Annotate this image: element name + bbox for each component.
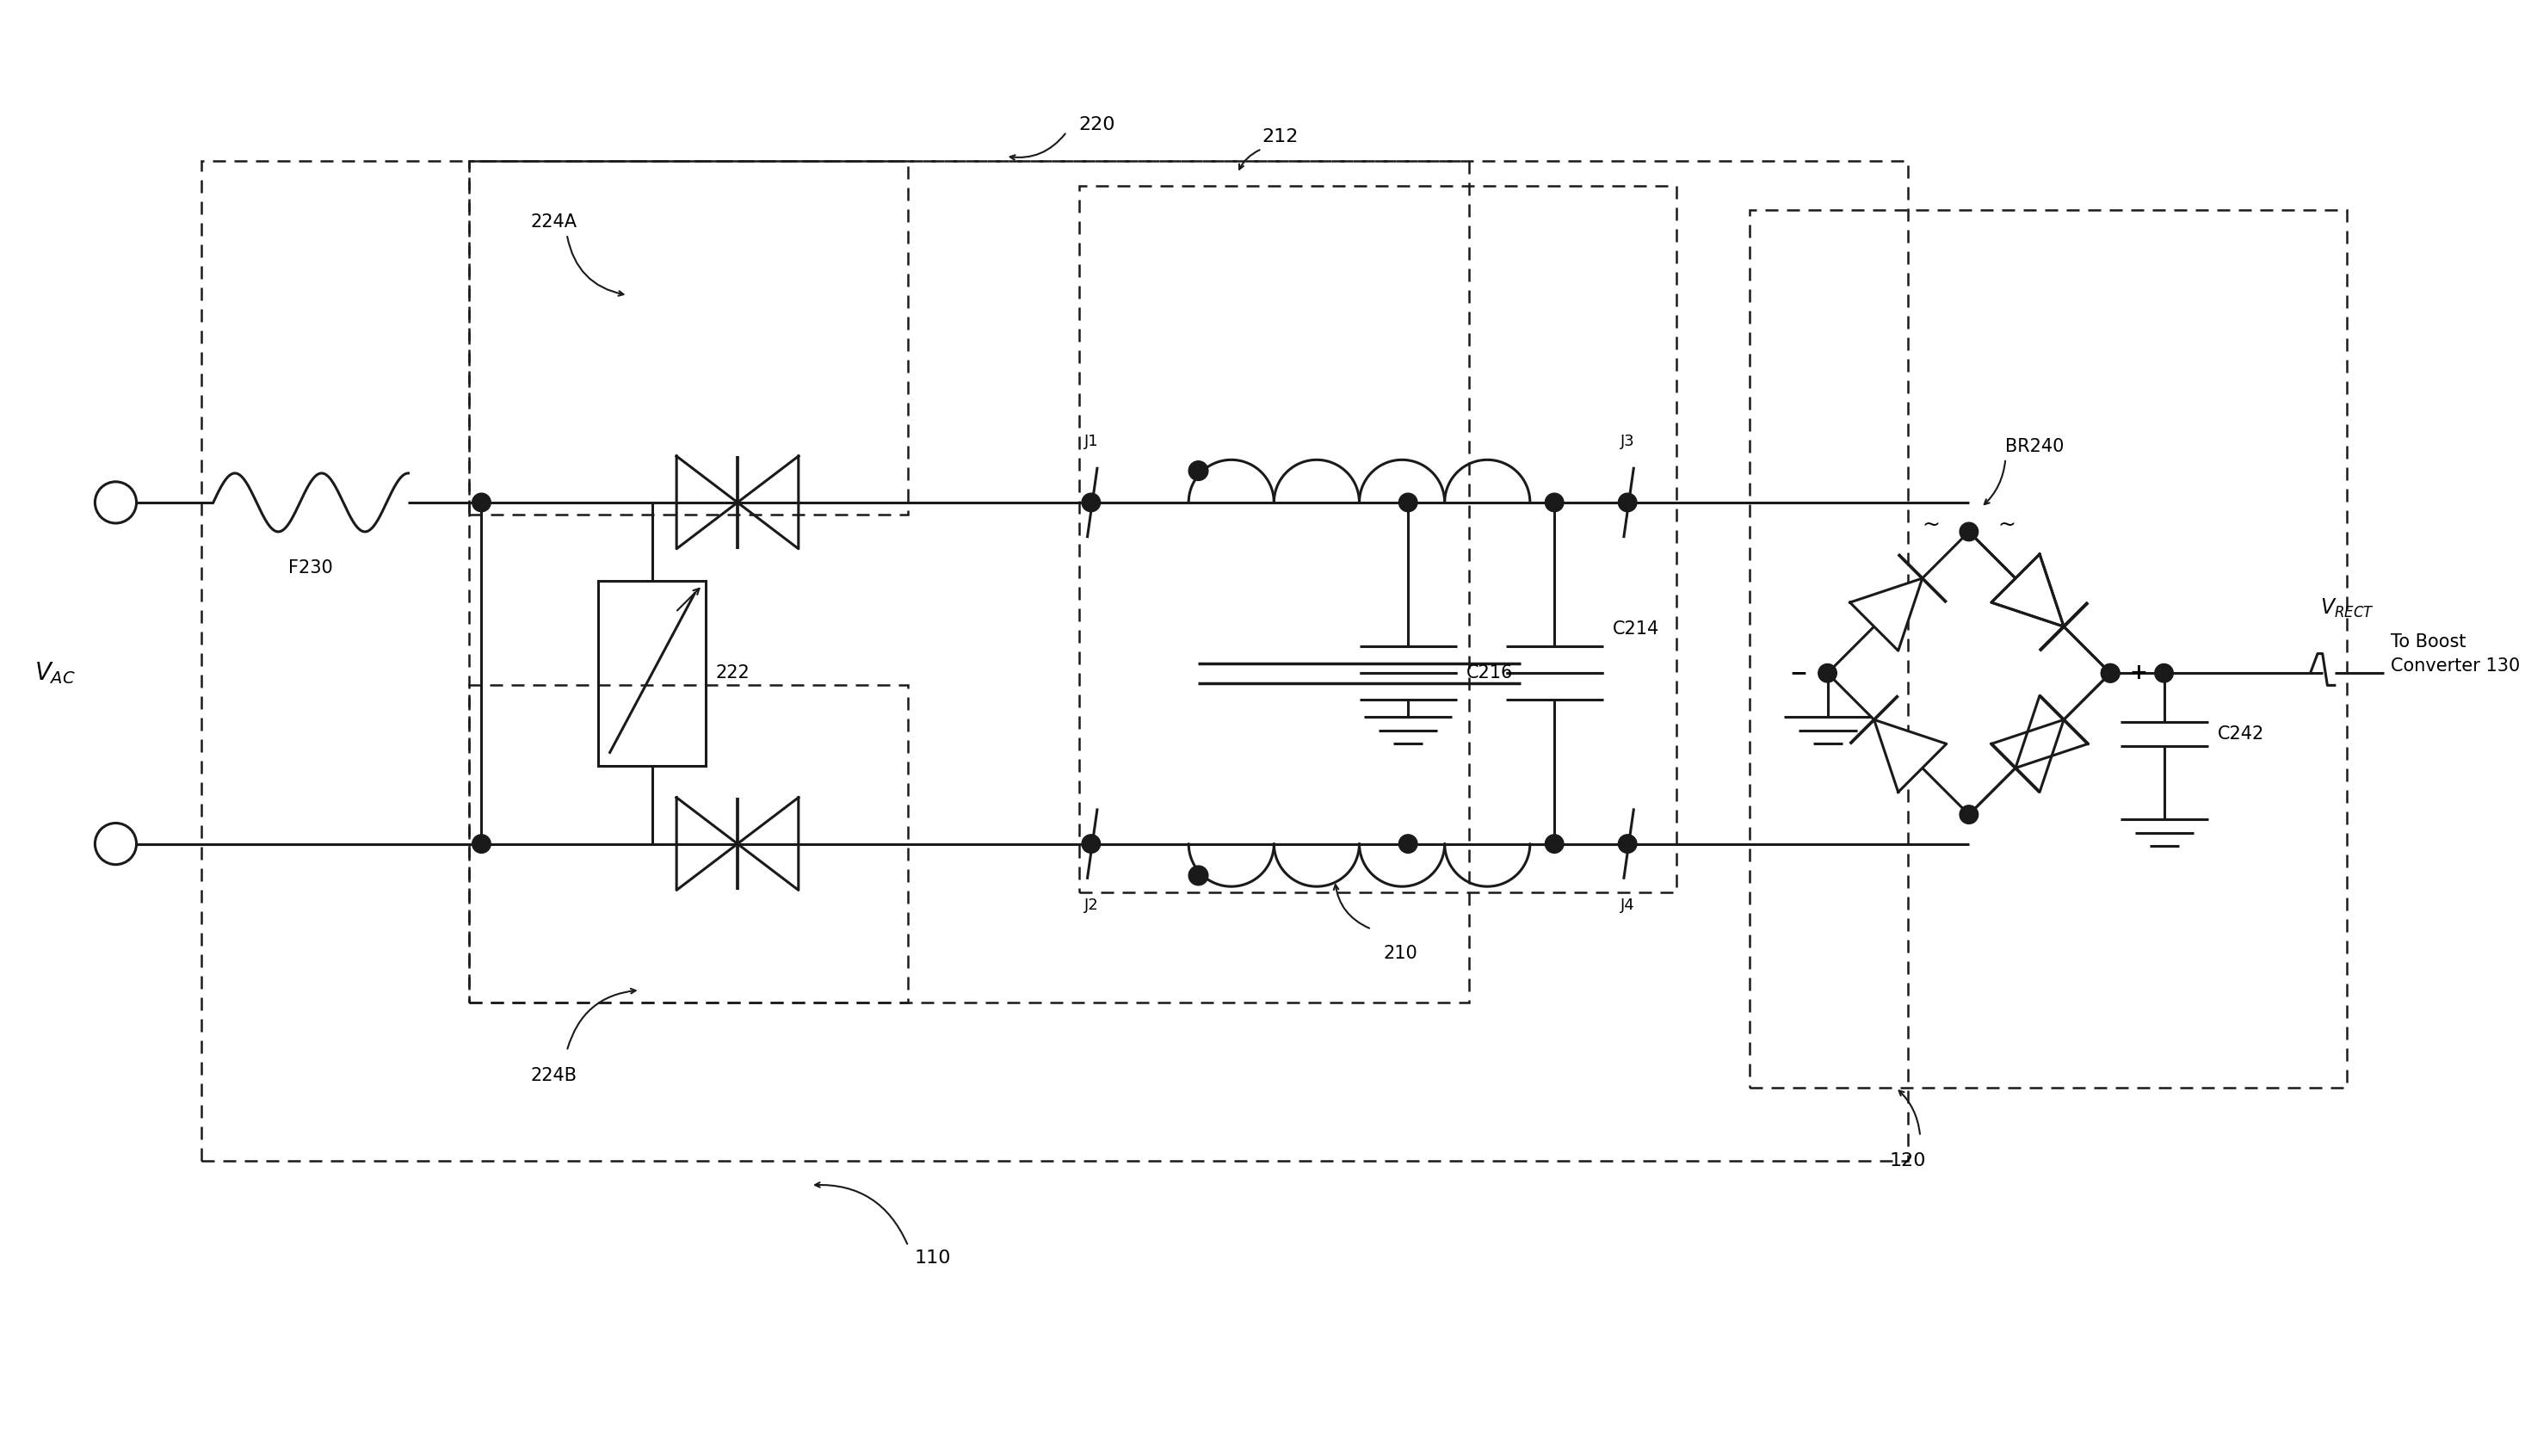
Text: −: − — [1789, 662, 1807, 683]
Polygon shape — [1873, 719, 1946, 792]
Circle shape — [1400, 834, 1417, 853]
Text: J3: J3 — [1620, 434, 1635, 448]
Bar — [597, 581, 706, 766]
Text: 210: 210 — [1384, 945, 1417, 962]
Text: ~: ~ — [1921, 514, 1939, 534]
Polygon shape — [1992, 555, 2063, 626]
Circle shape — [1400, 494, 1417, 511]
Text: 222: 222 — [716, 664, 749, 681]
Text: 110: 110 — [914, 1249, 952, 1267]
Text: 224B: 224B — [529, 1067, 577, 1085]
Text: C242: C242 — [2217, 725, 2265, 743]
Text: To Boost
Converter 130: To Boost Converter 130 — [2392, 633, 2521, 674]
Bar — [1078, 185, 1676, 893]
Circle shape — [1081, 834, 1101, 853]
Bar — [468, 162, 909, 514]
Circle shape — [1959, 523, 1979, 542]
Polygon shape — [2015, 696, 2088, 767]
Bar — [200, 162, 1908, 1160]
Text: C214: C214 — [1612, 620, 1660, 638]
Bar — [468, 162, 1468, 1002]
Text: 120: 120 — [1891, 1152, 1926, 1169]
Polygon shape — [1850, 578, 1924, 651]
Circle shape — [2101, 664, 2118, 683]
Circle shape — [1190, 462, 1207, 480]
Text: $V_{AC}$: $V_{AC}$ — [35, 661, 76, 686]
Circle shape — [1190, 866, 1207, 885]
Text: C216: C216 — [1465, 664, 1514, 681]
Text: ~: ~ — [1997, 514, 2017, 534]
Text: J4: J4 — [1620, 897, 1635, 913]
Bar — [1749, 210, 2346, 1088]
Text: 224A: 224A — [529, 214, 577, 230]
Polygon shape — [1992, 555, 2063, 626]
Text: $V_{RECT}$: $V_{RECT}$ — [2321, 597, 2374, 619]
Circle shape — [1959, 805, 1979, 824]
Text: J1: J1 — [1083, 434, 1098, 448]
Circle shape — [1544, 834, 1564, 853]
Circle shape — [1081, 494, 1101, 511]
Circle shape — [1617, 834, 1638, 853]
Circle shape — [2101, 664, 2118, 683]
Text: +: + — [2131, 662, 2149, 683]
Bar — [468, 686, 909, 1002]
Text: F230: F230 — [289, 559, 334, 577]
Text: 212: 212 — [1263, 128, 1298, 146]
Text: 220: 220 — [1078, 116, 1116, 132]
Text: BR240: BR240 — [2005, 438, 2065, 454]
Polygon shape — [1992, 719, 2063, 792]
Circle shape — [1617, 494, 1638, 511]
Text: J2: J2 — [1083, 897, 1098, 913]
Circle shape — [1544, 494, 1564, 511]
Circle shape — [1817, 664, 1838, 683]
Circle shape — [2154, 664, 2174, 683]
Circle shape — [473, 834, 491, 853]
Circle shape — [473, 494, 491, 511]
